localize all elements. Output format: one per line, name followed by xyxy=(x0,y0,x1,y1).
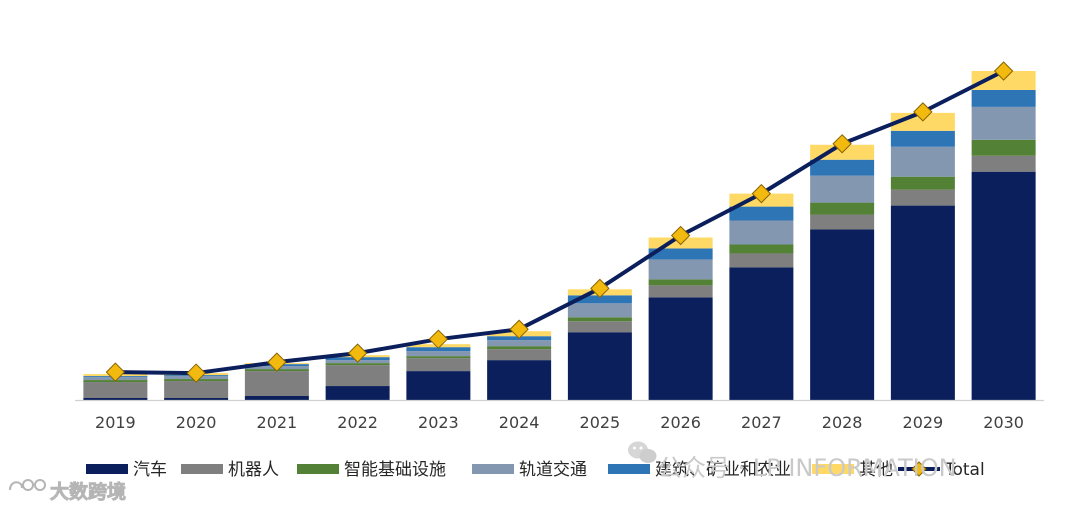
total-line-layer xyxy=(105,61,1014,383)
bar-segment-2030-1 xyxy=(971,171,1036,400)
bar-segment-2026-2 xyxy=(648,285,713,298)
brand-watermark: 大数跨境 xyxy=(50,480,126,503)
bar-segment-2023-2 xyxy=(406,358,471,372)
legend-swatch-1 xyxy=(86,464,128,474)
x-tick-label-2019: 2019 xyxy=(95,413,136,432)
bar-segment-2029-2 xyxy=(890,189,955,206)
x-tick-label-2025: 2025 xyxy=(580,413,621,432)
bar-segment-2027-2 xyxy=(729,253,794,268)
legend-marker-total xyxy=(911,461,927,477)
legend-label-6: 其他 xyxy=(859,460,893,480)
bars-layer xyxy=(83,71,1036,400)
bar-segment-2026-1 xyxy=(648,297,713,400)
legend-label-3: 智能基础设施 xyxy=(344,460,446,480)
legend-label-2: 机器人 xyxy=(228,460,279,480)
x-tick-label-2020: 2020 xyxy=(176,413,217,432)
legend-swatch-4 xyxy=(472,464,514,474)
bar-segment-2025-5 xyxy=(567,295,632,304)
x-tick-label-2024: 2024 xyxy=(499,413,540,432)
bar-segment-2028-5 xyxy=(810,159,875,176)
legend: 汽车 机器人 智能基础设施 轨道交通 建筑、矿业和农业 其他 Total xyxy=(86,460,985,480)
total-marker-2022 xyxy=(347,343,368,363)
bar-segment-2021-1 xyxy=(244,396,309,400)
bar-segment-2027-4 xyxy=(729,220,794,245)
bar-segment-2028-4 xyxy=(810,175,875,203)
bar-segment-2026-4 xyxy=(648,259,713,280)
x-tick-label-2027: 2027 xyxy=(741,413,782,432)
bar-segment-2024-3 xyxy=(487,346,552,350)
wechat-icon xyxy=(628,441,657,463)
bar-segment-2019-2 xyxy=(83,382,148,398)
legend-label-total: Total xyxy=(944,460,985,480)
bar-segment-2021-2 xyxy=(244,371,309,397)
bar-segment-2027-1 xyxy=(729,267,794,400)
legend-label-1: 汽车 xyxy=(133,460,167,480)
total-marker-2026 xyxy=(670,225,691,246)
total-marker-2030 xyxy=(993,61,1014,81)
legend-label-5: 建筑、矿业和农业 xyxy=(655,460,791,480)
legend-swatch-6 xyxy=(812,464,854,474)
x-tick-label-2028: 2028 xyxy=(822,413,863,432)
bar-segment-2029-3 xyxy=(890,176,955,190)
bar-segment-2026-5 xyxy=(648,248,713,260)
total-marker-2023 xyxy=(428,329,449,349)
bar-segment-2030-2 xyxy=(971,155,1036,172)
x-tick-label-2030: 2030 xyxy=(983,413,1024,432)
total-line xyxy=(115,69,1005,376)
wechat-watermark: 公众号 · LP INFORMATION xyxy=(658,454,957,482)
bar-segment-2023-5 xyxy=(406,347,471,352)
bar-segment-2026-3 xyxy=(648,279,713,286)
bar-segment-2025-4 xyxy=(567,303,632,318)
bar-segment-2029-5 xyxy=(890,130,955,147)
x-tick-label-2023: 2023 xyxy=(418,413,459,432)
total-marker-2019 xyxy=(105,362,126,382)
legend-swatch-3 xyxy=(297,464,339,474)
bar-segment-2025-1 xyxy=(567,332,632,400)
total-marker-2027 xyxy=(751,183,772,204)
x-tick-label-2026: 2026 xyxy=(660,413,701,432)
total-marker-2028 xyxy=(832,134,852,154)
bar-segment-2022-2 xyxy=(325,365,390,387)
x-tick-label-2021: 2021 xyxy=(257,413,298,432)
bar-segment-2028-3 xyxy=(810,202,875,215)
legend-swatch-2 xyxy=(181,464,223,474)
bar-segment-2030-4 xyxy=(971,106,1036,140)
legend-label-4: 轨道交通 xyxy=(519,460,587,480)
bar-segment-2030-3 xyxy=(971,139,1036,156)
bar-segment-2024-4 xyxy=(487,340,552,347)
total-marker-2025 xyxy=(590,278,610,299)
total-marker-2024 xyxy=(509,319,529,339)
bar-segment-2028-1 xyxy=(810,229,875,400)
legend-swatch-5 xyxy=(608,464,650,474)
bar-segment-2023-4 xyxy=(406,351,471,357)
bar-segment-2022-3 xyxy=(325,363,390,366)
total-marker-2021 xyxy=(267,352,287,372)
bar-segment-2027-3 xyxy=(729,244,794,254)
x-tick-label-2022: 2022 xyxy=(337,413,378,432)
x-tick-label-2029: 2029 xyxy=(903,413,944,432)
bar-segment-2020-2 xyxy=(164,381,229,399)
bar-segment-2023-1 xyxy=(406,371,471,400)
bar-segment-2024-2 xyxy=(487,349,552,361)
bar-segment-2030-5 xyxy=(971,89,1036,107)
x-tick-labels: 2019 2020 2021 2022 2023 2024 2025 2026 2027 2028… xyxy=(95,413,1024,432)
bar-segment-2024-1 xyxy=(487,360,552,400)
brand-logo-icon xyxy=(9,479,46,491)
watermarks: 公众号 · LP INFORMATION 大数跨境 xyxy=(9,441,957,503)
total-marker-2020 xyxy=(186,363,206,383)
bar-segment-2022-1 xyxy=(325,386,390,400)
bar-segment-2020-1 xyxy=(164,398,229,400)
bar-segment-2025-2 xyxy=(567,321,632,333)
bar-segment-2019-1 xyxy=(83,398,148,400)
bar-segment-2029-4 xyxy=(890,146,955,177)
bar-segment-2025-3 xyxy=(567,317,632,322)
bar-segment-2029-1 xyxy=(890,205,955,400)
bar-segment-2023-3 xyxy=(406,356,471,359)
bar-segment-2028-2 xyxy=(810,214,875,230)
total-marker-2029 xyxy=(913,102,933,122)
bar-segment-2027-5 xyxy=(729,206,794,221)
